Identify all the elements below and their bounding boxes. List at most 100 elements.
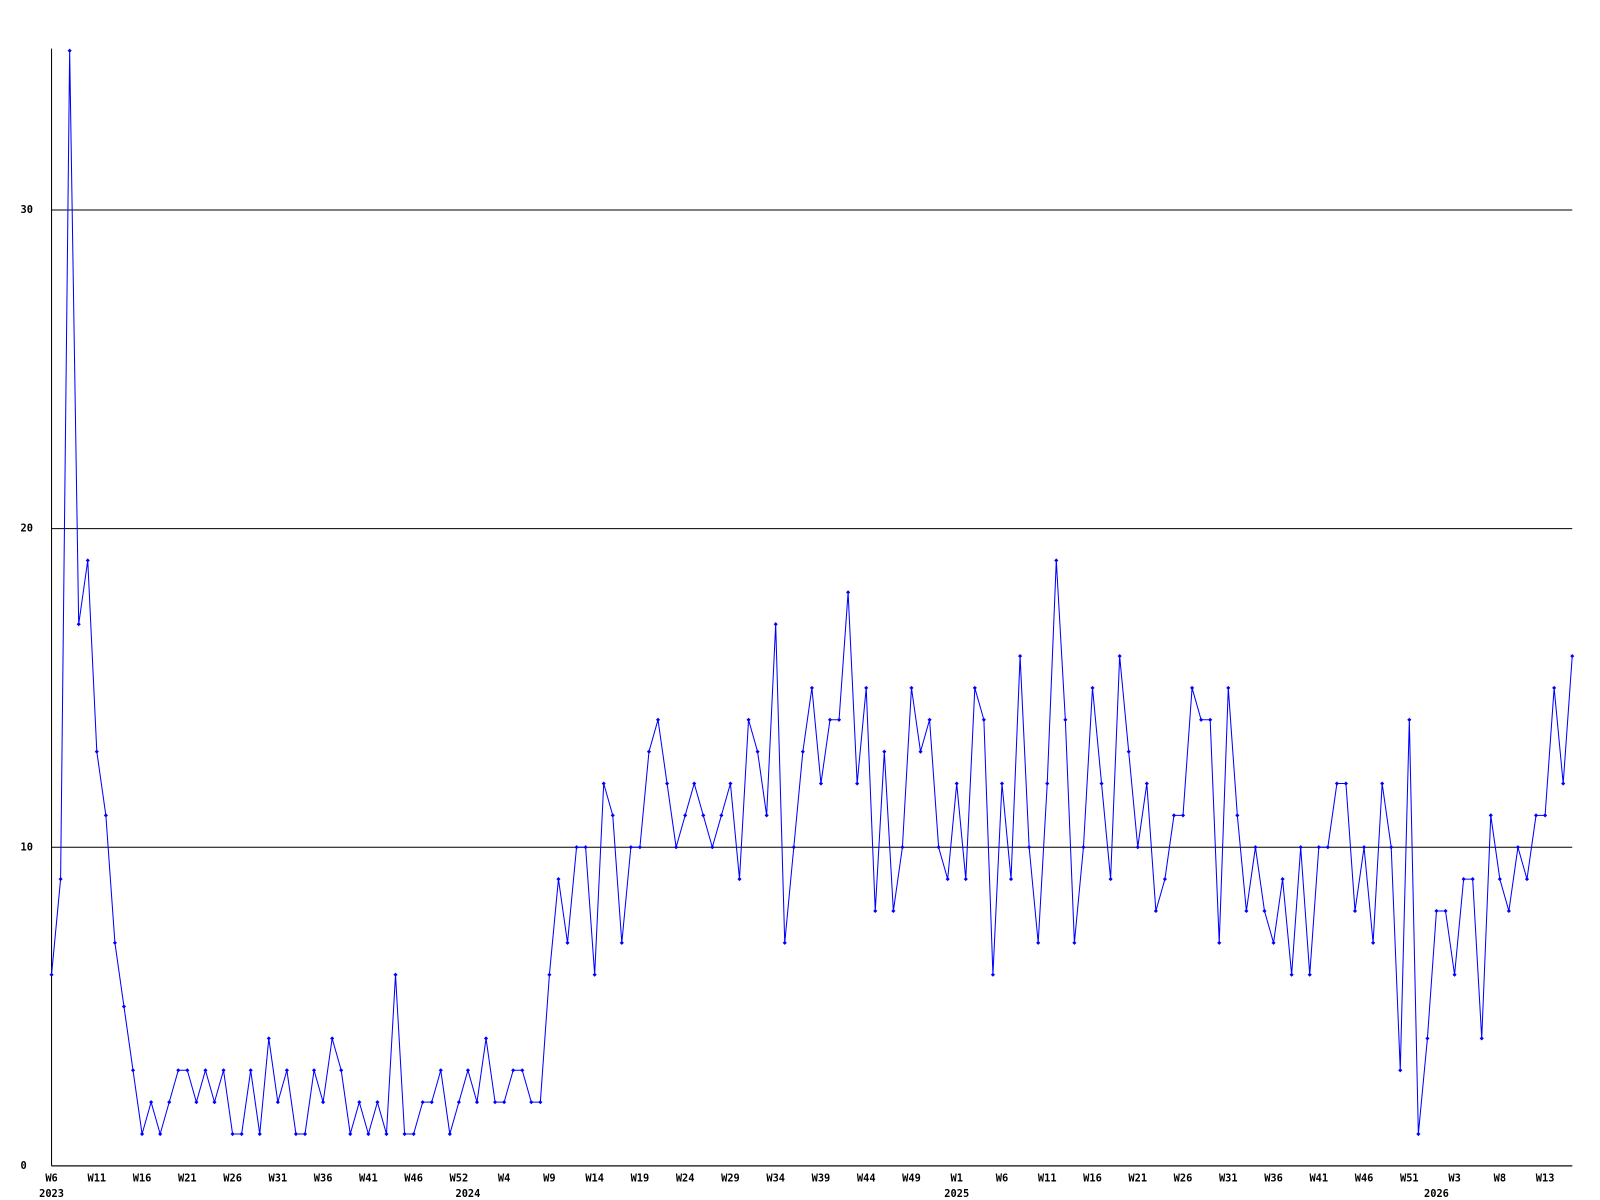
point-marker	[1515, 845, 1520, 850]
point-marker	[846, 590, 851, 595]
x-tick-label: W46	[404, 1172, 423, 1184]
point-marker	[1361, 845, 1367, 850]
point-marker	[221, 1068, 226, 1073]
y-tick-label: 0	[21, 1160, 27, 1172]
point-marker	[936, 845, 941, 850]
point-marker	[284, 1068, 289, 1073]
point-marker	[248, 1068, 253, 1073]
point-marker	[999, 781, 1005, 786]
point-marker	[1389, 845, 1394, 850]
point-marker	[429, 1100, 434, 1105]
point-marker	[1018, 654, 1023, 659]
point-marker	[990, 972, 995, 977]
point-marker	[1171, 813, 1177, 818]
point-marker	[900, 845, 905, 850]
point-marker	[1543, 813, 1548, 818]
point-marker	[293, 1131, 299, 1137]
point-marker	[1416, 1131, 1421, 1137]
point-marker	[112, 940, 117, 945]
point-marker	[1117, 654, 1122, 659]
x-tick-label: W41	[359, 1172, 378, 1184]
x-tick-label: W26	[1174, 1172, 1193, 1184]
point-marker	[1244, 908, 1249, 914]
point-marker	[565, 940, 570, 945]
point-marker	[1008, 877, 1014, 882]
point-marker	[339, 1068, 344, 1073]
point-marker	[393, 972, 398, 977]
point-marker	[1054, 558, 1059, 563]
point-marker	[447, 1131, 452, 1137]
point-marker	[357, 1100, 362, 1105]
x-tick-label: W29	[721, 1172, 740, 1184]
point-marker	[194, 1100, 199, 1105]
y-tick-label: 20	[21, 523, 33, 535]
point-marker	[1497, 877, 1502, 882]
point-marker	[1533, 813, 1539, 818]
x-tick-label: W8	[1494, 1172, 1506, 1184]
point-marker	[547, 972, 552, 977]
point-marker	[384, 1131, 389, 1137]
point-marker	[1063, 717, 1068, 722]
point-marker	[67, 48, 72, 53]
point-marker	[49, 972, 54, 977]
point-marker	[1380, 781, 1385, 786]
point-marker	[1190, 685, 1195, 690]
point-marker	[402, 1131, 407, 1137]
point-marker	[474, 1100, 480, 1105]
point-marker	[94, 749, 99, 754]
point-marker	[321, 1100, 326, 1105]
point-marker	[1081, 845, 1086, 850]
point-marker	[665, 781, 670, 786]
point-marker	[655, 717, 661, 722]
point-marker	[1045, 781, 1050, 786]
point-marker	[1199, 717, 1204, 722]
point-marker	[230, 1131, 235, 1137]
x-tick-label: W34	[766, 1172, 785, 1184]
point-marker	[836, 717, 842, 722]
x-tick-label: W3	[1448, 1172, 1460, 1184]
y-tick-label: 30	[21, 204, 33, 216]
point-marker	[1407, 717, 1412, 722]
point-marker	[1425, 1036, 1430, 1041]
point-marker	[1036, 940, 1041, 945]
point-marker	[493, 1100, 498, 1105]
x-tick-label: W11	[1038, 1172, 1057, 1184]
x-tick-label: W21	[178, 1172, 197, 1184]
point-marker	[1443, 908, 1448, 914]
point-marker	[637, 845, 642, 850]
point-marker	[692, 781, 697, 786]
point-marker	[1226, 685, 1231, 690]
point-marker	[674, 845, 679, 850]
year-label: 2026	[1424, 1188, 1449, 1200]
point-marker	[1180, 813, 1186, 818]
point-marker	[1570, 654, 1575, 659]
point-marker	[864, 685, 869, 690]
point-marker	[1461, 877, 1466, 882]
point-marker	[366, 1131, 371, 1137]
point-marker	[103, 813, 108, 818]
point-marker	[683, 813, 688, 818]
point-marker	[583, 845, 588, 850]
point-marker	[58, 877, 63, 882]
x-tick-label: W16	[133, 1172, 152, 1184]
point-marker	[1135, 845, 1140, 850]
point-marker	[719, 813, 724, 818]
point-marker	[963, 877, 968, 882]
x-tick-label: W16	[1083, 1172, 1102, 1184]
point-marker	[610, 813, 615, 818]
x-tick-label: W6	[45, 1172, 57, 1184]
point-marker	[764, 813, 769, 818]
point-marker	[1090, 685, 1095, 690]
point-marker	[646, 749, 652, 754]
point-marker	[1271, 940, 1276, 945]
point-marker	[529, 1100, 534, 1105]
point-marker	[809, 685, 814, 690]
point-marker	[800, 749, 805, 754]
point-marker	[773, 622, 778, 627]
point-marker	[1506, 908, 1511, 914]
y-tick-label: 10	[21, 841, 33, 853]
point-marker	[212, 1100, 217, 1105]
point-marker	[728, 781, 733, 786]
point-marker	[1334, 781, 1339, 786]
point-marker	[891, 908, 896, 914]
